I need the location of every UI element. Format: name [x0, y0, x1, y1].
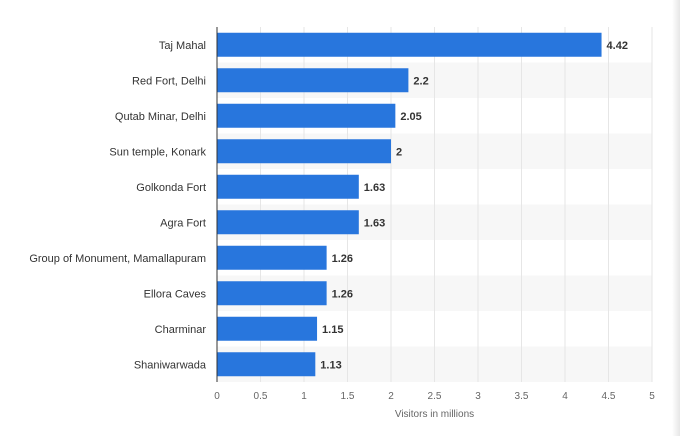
- category-label: Charminar: [155, 324, 207, 336]
- x-tick-label: 2.5: [428, 391, 442, 402]
- category-label: Taj Mahal: [159, 40, 206, 52]
- data-label: 1.15: [322, 324, 343, 336]
- x-tick-label: 0: [214, 391, 220, 402]
- x-tick-label: 3: [475, 391, 481, 402]
- data-label: 1.26: [332, 253, 353, 265]
- x-axis-title: Visitors in millions: [395, 409, 474, 420]
- value-labels: 4.42 2.2 2.05 2 1.63 1.63 1.26 1.26 1.15 1.13: [320, 40, 628, 372]
- x-tick-label: 2: [388, 391, 394, 402]
- data-label: 2.05: [400, 111, 421, 123]
- x-tick-label: 1: [301, 391, 307, 402]
- bar[interactable]: [217, 68, 409, 93]
- scroll-shadow: [672, 0, 680, 436]
- data-label: 1.26: [332, 288, 353, 300]
- category-label: Red Fort, Delhi: [132, 75, 206, 87]
- bar[interactable]: [217, 32, 602, 57]
- data-label: 2.2: [413, 75, 428, 87]
- x-tick-label: 5: [649, 391, 655, 402]
- category-label: Group of Monument, Mamallapuram: [29, 253, 206, 265]
- category-label: Sun temple, Konark: [109, 146, 206, 158]
- bar[interactable]: [217, 103, 396, 128]
- category-label: Shaniwarwada: [134, 359, 207, 371]
- x-tick-label: 4: [562, 391, 568, 402]
- bar[interactable]: [217, 139, 391, 164]
- category-label: Golkonda Fort: [136, 182, 206, 194]
- data-label: 1.63: [364, 217, 385, 229]
- bar[interactable]: [217, 210, 359, 235]
- data-label: 4.42: [607, 40, 628, 52]
- data-label: 1.63: [364, 182, 385, 194]
- category-label: Qutab Minar, Delhi: [115, 111, 206, 123]
- category-labels: Taj Mahal Red Fort, Delhi Qutab Minar, Del…: [29, 40, 207, 372]
- bar[interactable]: [217, 316, 318, 341]
- category-label: Agra Fort: [160, 217, 206, 229]
- bar[interactable]: [217, 174, 359, 199]
- data-label: 2: [396, 146, 402, 158]
- data-label: 1.13: [320, 359, 341, 371]
- x-tick-label: 3.5: [515, 391, 529, 402]
- bars: [217, 32, 602, 377]
- x-tick-label: 1.5: [341, 391, 355, 402]
- category-label: Ellora Caves: [144, 288, 207, 300]
- bar[interactable]: [217, 352, 316, 377]
- bar[interactable]: [217, 245, 327, 270]
- x-tick-labels: 0 0.5 1 1.5 2 2.5 3 3.5 4 4.5 5: [214, 391, 655, 402]
- bar[interactable]: [217, 281, 327, 306]
- x-tick-label: 0.5: [254, 391, 268, 402]
- x-tick-label: 4.5: [602, 391, 616, 402]
